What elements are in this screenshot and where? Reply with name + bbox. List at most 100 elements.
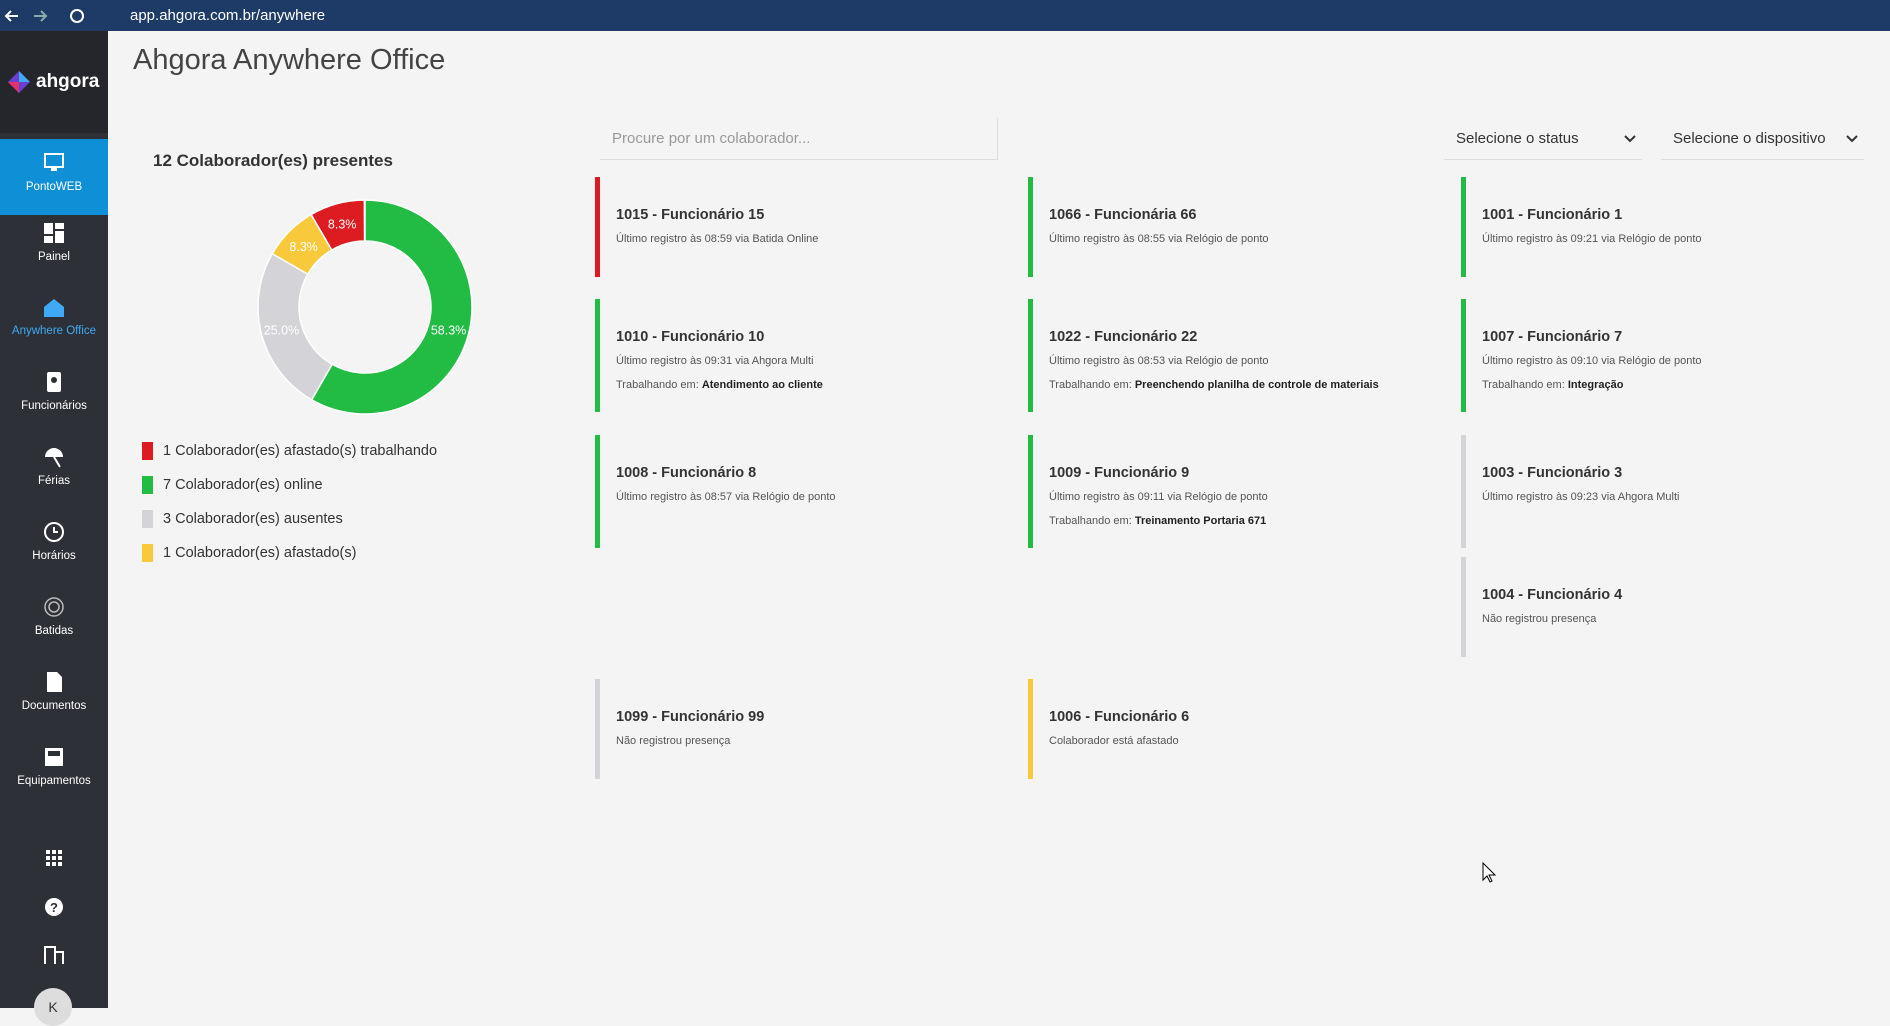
slice-label: 8.3%: [328, 218, 357, 232]
last-record: Não registrou presença: [616, 735, 731, 747]
legend-item: 7 Colaborador(es) online: [142, 476, 323, 494]
chevron: [1846, 135, 1858, 143]
page-title: Ahgora Anywhere Office: [133, 44, 446, 76]
donut-slice: [310, 199, 473, 415]
last-record: Último registro às 08:57 via Relógio de …: [616, 491, 836, 503]
nav-label: Painel: [38, 251, 70, 263]
nav-item[interactable]: Equipamentos: [0, 745, 108, 787]
logo: ahgora: [36, 71, 100, 92]
employee-card[interactable]: 1008 - Funcionário 8 Último registro às 0…: [595, 435, 1010, 548]
nav-icon: [44, 522, 64, 542]
employee-card[interactable]: 1015 - Funcionário 15 Último registro às …: [595, 177, 1010, 277]
working-on: Trabalhando em: Preenchendo planilha de …: [1049, 379, 1443, 391]
nav-button[interactable]: [0, 943, 108, 973]
nav-item[interactable]: Anywhere Office: [0, 295, 108, 337]
legend-text: 1 Colaborador(es) afastado(s) trabalhand…: [163, 443, 438, 459]
employee-name: 1001 - Funcionário 1: [1482, 207, 1623, 223]
last-record: Último registro às 09:10 via Relógio de …: [1482, 355, 1702, 367]
employee-card[interactable]: 1006 - Funcionário 6 Colaborador está afa…: [1028, 679, 1443, 779]
working-task: Preenchendo planilha de controle de mate…: [1134, 379, 1379, 391]
employee-card[interactable]: 1004 - Funcionário 4 Não registrou presen…: [1461, 557, 1876, 657]
working-prefix: Trabalhando em:: [1049, 379, 1132, 391]
employee-name: 1099 - Funcionário 99: [616, 709, 765, 725]
nav-button[interactable]: ?: [0, 895, 108, 925]
employee-name: 1022 - Funcionário 22: [1049, 329, 1198, 345]
nav-label: Documentos: [21, 700, 87, 712]
device-select[interactable]: Selecione o dispositivo: [1661, 118, 1864, 160]
nav-icon: [47, 372, 61, 392]
working-prefix: Trabalhando em:: [1049, 515, 1132, 527]
cursor: [1482, 862, 1497, 883]
working-task: Atendimento ao cliente: [701, 379, 823, 391]
employee-name: 1007 - Funcionário 7: [1482, 329, 1623, 345]
employee-card[interactable]: 1099 - Funcionário 99 Não registrou prese…: [595, 679, 1010, 779]
nav-icon: [46, 850, 62, 866]
nav-label: PontoWEB: [25, 181, 83, 193]
nav-item[interactable]: Documentos: [0, 670, 108, 712]
working-prefix: Trabalhando em:: [616, 379, 699, 391]
nav-item[interactable]: Batidas: [0, 595, 108, 637]
avatar[interactable]: K: [34, 988, 72, 1026]
legend-text: 1 Colaborador(es) afastado(s): [163, 545, 357, 561]
status-select[interactable]: Selecione o status: [1444, 118, 1642, 160]
employee-card[interactable]: 1022 - Funcionário 22 Último registro às …: [1028, 299, 1443, 412]
employee-name: 1066 - Funcionária 66: [1049, 207, 1197, 223]
employee-name: 1008 - Funcionário 8: [616, 465, 757, 481]
legend-item: 1 Colaborador(es) afastado(s): [142, 544, 356, 562]
employee-card[interactable]: 1001 - Funcionário 1 Último registro às 0…: [1461, 177, 1876, 277]
donut-chart: 58.3% 25.0% 8.3% 8.3%: [257, 199, 473, 415]
last-record: Colaborador está afastado: [1049, 735, 1179, 747]
legend-swatch: [142, 442, 153, 460]
chevron: [1624, 135, 1636, 143]
employee-name: 1015 - Funcionário 15: [616, 207, 765, 223]
last-record: Último registro às 08:53 via Relógio de …: [1049, 355, 1269, 367]
search-input[interactable]: Procure por um colaborador...: [600, 118, 998, 160]
nav-button[interactable]: [0, 846, 108, 876]
slice-label: 8.3%: [289, 240, 318, 254]
employee-name: 1003 - Funcionário 3: [1482, 465, 1623, 481]
employee-card[interactable]: 1007 - Funcionário 7 Último registro às 0…: [1461, 299, 1876, 412]
logo-area: ahgora: [0, 31, 108, 133]
nav-item[interactable]: Férias: [0, 445, 108, 487]
browser-bar: app.ahgora.com.br/anywhere: [0, 0, 1890, 31]
last-record: Último registro às 08:59 via Batida Onli…: [616, 233, 819, 245]
legend-item: 3 Colaborador(es) ausentes: [142, 510, 343, 528]
nav-item[interactable]: PontoWEB: [0, 139, 108, 215]
nav-item[interactable]: Funcionários: [0, 370, 108, 412]
employee-card[interactable]: 1003 - Funcionário 3 Último registro às 0…: [1461, 435, 1876, 548]
svg-text:?: ?: [50, 900, 58, 915]
nav-label: Horários: [32, 550, 76, 562]
nav-icon: [45, 748, 63, 766]
slice-label: 25.0%: [264, 324, 299, 338]
nav-label: Anywhere Office: [11, 325, 97, 337]
nav-icon: [47, 672, 62, 692]
working-on: Trabalhando em: Integração: [1482, 379, 1876, 391]
nav-label: Férias: [38, 475, 70, 487]
working-task: Integração: [1567, 379, 1624, 391]
working-prefix: Trabalhando em:: [1482, 379, 1565, 391]
last-record: Último registro às 08:55 via Relógio de …: [1049, 233, 1269, 245]
legend-swatch: [142, 544, 153, 562]
last-record: Não registrou presença: [1482, 613, 1597, 625]
nav-icon: [44, 299, 64, 317]
employee-card[interactable]: 1010 - Funcionário 10 Último registro às …: [595, 299, 1010, 412]
employee-name: 1009 - Funcionário 9: [1049, 465, 1190, 481]
present-count: 12 Colaborador(es) presentes: [153, 151, 393, 170]
last-record: Último registro às 09:21 via Relógio de …: [1482, 233, 1702, 245]
logo-icon: [8, 71, 30, 93]
nav-label: Equipamentos: [17, 775, 91, 787]
donut-slice: [310, 199, 366, 252]
sidebar: ahgora PontoWEB Painel Anywhere Office Func…: [0, 31, 108, 1026]
nav-icon: [45, 448, 63, 468]
nav-item[interactable]: Painel: [0, 221, 108, 263]
url[interactable]: app.ahgora.com.br/anywhere: [130, 7, 326, 24]
employee-card[interactable]: 1009 - Funcionário 9 Último registro às 0…: [1028, 435, 1443, 548]
last-record: Último registro às 09:31 via Ahgora Mult…: [616, 355, 814, 367]
nav-label: Batidas: [34, 625, 74, 637]
browser-controls[interactable]: [4, 6, 84, 26]
nav-item[interactable]: Horários: [0, 520, 108, 562]
working-task: Treinamento Portaria 671: [1134, 515, 1267, 527]
nav-icon: [44, 946, 64, 964]
employee-card[interactable]: 1066 - Funcionária 66 Último registro às …: [1028, 177, 1443, 277]
